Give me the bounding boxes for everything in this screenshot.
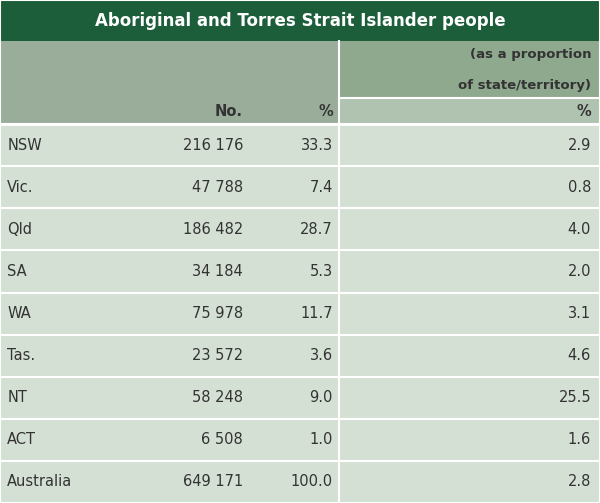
Bar: [0, 293, 339, 334]
Text: 3.1: 3.1: [568, 306, 591, 321]
Text: Tas.: Tas.: [7, 348, 35, 363]
Text: of state/territory): of state/territory): [458, 78, 591, 92]
Text: 186 482: 186 482: [183, 222, 243, 237]
Text: 47 788: 47 788: [192, 180, 243, 195]
Text: 6 508: 6 508: [201, 433, 243, 447]
Text: Australia: Australia: [7, 474, 73, 489]
Bar: [339, 124, 600, 166]
Bar: [0, 208, 339, 250]
Text: Aboriginal and Torres Strait Islander people: Aboriginal and Torres Strait Islander pe…: [95, 12, 505, 30]
Text: 2.8: 2.8: [568, 474, 591, 489]
Bar: [0, 166, 339, 208]
Bar: [0, 377, 339, 419]
Text: 75 978: 75 978: [192, 306, 243, 321]
Text: 58 248: 58 248: [192, 390, 243, 405]
Text: 3.6: 3.6: [310, 348, 333, 363]
Bar: [339, 461, 600, 503]
Text: 4.6: 4.6: [568, 348, 591, 363]
Bar: [0, 0, 600, 41]
Bar: [0, 334, 339, 377]
Text: 216 176: 216 176: [182, 138, 243, 153]
Text: 23 572: 23 572: [192, 348, 243, 363]
Text: SA: SA: [7, 264, 27, 279]
Text: 11.7: 11.7: [301, 306, 333, 321]
Text: 100.0: 100.0: [291, 474, 333, 489]
Bar: [339, 334, 600, 377]
Text: %: %: [318, 104, 333, 119]
Text: 28.7: 28.7: [300, 222, 333, 237]
Text: 5.3: 5.3: [310, 264, 333, 279]
Bar: [0, 250, 339, 293]
Text: 0.8: 0.8: [568, 180, 591, 195]
Bar: [339, 166, 600, 208]
Text: (as a proportion: (as a proportion: [470, 48, 591, 61]
Bar: [339, 41, 600, 98]
Bar: [0, 461, 339, 503]
Bar: [339, 208, 600, 250]
Text: No.: No.: [215, 104, 243, 119]
Text: Vic.: Vic.: [7, 180, 34, 195]
Text: 1.0: 1.0: [310, 433, 333, 447]
Text: WA: WA: [7, 306, 31, 321]
Bar: [0, 41, 339, 124]
Bar: [339, 98, 600, 124]
Text: Qld: Qld: [7, 222, 32, 237]
Bar: [339, 377, 600, 419]
Text: 4.0: 4.0: [568, 222, 591, 237]
Text: 34 184: 34 184: [192, 264, 243, 279]
Bar: [339, 293, 600, 334]
Text: 1.6: 1.6: [568, 433, 591, 447]
Text: %: %: [576, 104, 591, 119]
Text: 33.3: 33.3: [301, 138, 333, 153]
Text: 9.0: 9.0: [310, 390, 333, 405]
Bar: [339, 250, 600, 293]
Text: 2.0: 2.0: [568, 264, 591, 279]
Text: NSW: NSW: [7, 138, 42, 153]
Text: ACT: ACT: [7, 433, 36, 447]
Text: 649 171: 649 171: [183, 474, 243, 489]
Text: 2.9: 2.9: [568, 138, 591, 153]
Text: 7.4: 7.4: [310, 180, 333, 195]
Bar: [339, 419, 600, 461]
Text: 25.5: 25.5: [559, 390, 591, 405]
Bar: [0, 124, 339, 166]
Bar: [0, 419, 339, 461]
Text: NT: NT: [7, 390, 27, 405]
